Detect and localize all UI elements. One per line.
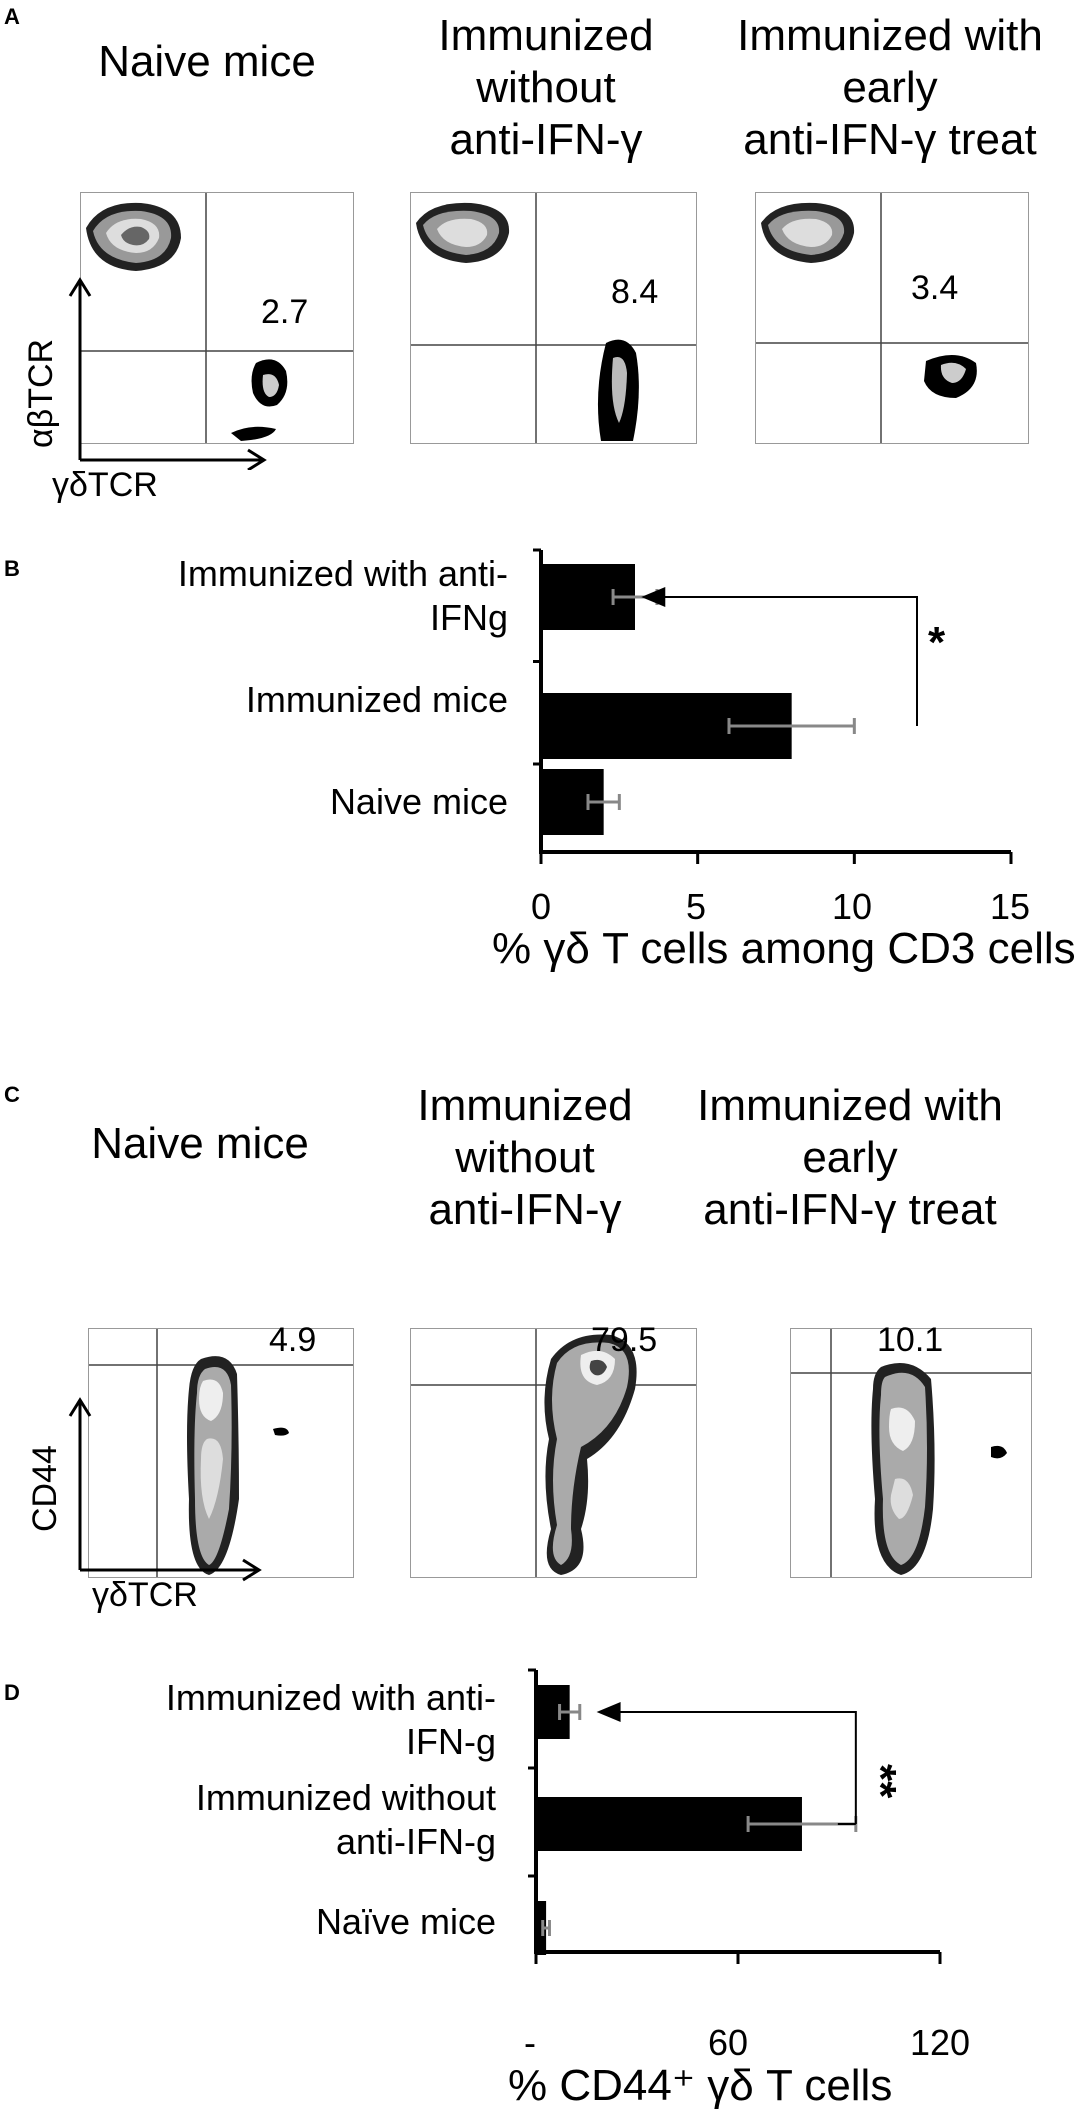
bar-chart-d: [528, 1668, 942, 1964]
significance-bracket: [663, 596, 918, 726]
y-axis-label-c: CD44: [26, 1445, 64, 1532]
panel-c-title-3: Immunized with early anti-IFN-γ treat: [697, 1081, 1003, 1234]
category-label-b-1: Immunized with anti- IFNg: [177, 553, 508, 638]
significance-arrowhead: [641, 587, 666, 607]
significance-bracket: [618, 1711, 857, 1824]
x-axis-label-d: % CD44⁺ γδ T cells: [508, 2061, 893, 2110]
x-axis-label-a: γδTCR: [52, 466, 158, 504]
gate-value-c-anti-ifng: 10.1: [877, 1321, 944, 1359]
significance-d: **: [856, 1764, 905, 1799]
panel-a-title-3: Immunized with early anti-IFN-γ treat: [737, 11, 1043, 164]
category-label-d-3: Naïve mice: [315, 1901, 496, 1942]
axis-arrows-c: [68, 1397, 262, 1582]
y-axis-label-a: αβTCR: [22, 338, 60, 448]
x-tick-b-15: 15: [990, 886, 1031, 927]
panel-a-title-1: Naive mice: [98, 37, 316, 86]
category-label-d-2: Immunized without anti-IFN-g: [195, 1777, 496, 1862]
gate-value-a-immunized: 8.4: [611, 273, 659, 311]
panel-letter-a: A: [4, 4, 20, 29]
facs-plot-a-immunized: 8.4: [410, 192, 697, 444]
x-axis-label-b: % γδ T cells among CD3 cells: [492, 924, 1076, 973]
facs-plot-c-immunized: 79.5: [410, 1321, 697, 1578]
gate-value-a-naive: 2.7: [261, 293, 309, 331]
panel-a-title-2: Immunized without anti-IFN-γ: [438, 11, 654, 164]
bar-2: [536, 1901, 547, 1955]
facs-plot-a-anti-ifng: 3.4: [755, 192, 1029, 444]
gate-value-c-naive: 4.9: [269, 1321, 317, 1359]
panel-c-title-1: Naive mice: [91, 1119, 309, 1168]
significance-b: *: [928, 618, 946, 667]
gate-value-a-anti-ifng: 3.4: [911, 269, 959, 307]
category-label-b-2: Immunized mice: [245, 679, 508, 720]
axis-arrows-a: [68, 277, 267, 470]
panel-letter-d: D: [4, 1680, 20, 1705]
x-tick-b-0: 0: [531, 886, 552, 927]
facs-plot-c-anti-ifng: 10.1: [790, 1321, 1032, 1578]
facs-plot-a-naive: 2.7: [80, 192, 354, 444]
significance-arrowhead: [596, 1702, 621, 1722]
bar-chart-b: [533, 548, 1013, 864]
x-tick-b-5: 5: [686, 886, 707, 927]
x-tick-d-0: -: [524, 2022, 536, 2063]
x-tick-b-10: 10: [832, 886, 873, 927]
panel-letter-b: B: [4, 556, 20, 581]
panel-c-title-2: Immunized without anti-IFN-γ: [417, 1081, 633, 1234]
gate-value-c-immunized: 79.5: [591, 1321, 658, 1359]
x-axis-label-c: γδTCR: [92, 1576, 198, 1614]
facs-plot-c-naive: 4.9: [88, 1321, 354, 1578]
category-label-b-3: Naive mice: [329, 781, 508, 822]
x-tick-d-60: 60: [708, 2022, 749, 2063]
category-label-d-1: Immunized with anti- IFN-g: [165, 1677, 496, 1762]
x-tick-d-120: 120: [910, 2022, 971, 2063]
panel-letter-c: C: [4, 1082, 20, 1107]
